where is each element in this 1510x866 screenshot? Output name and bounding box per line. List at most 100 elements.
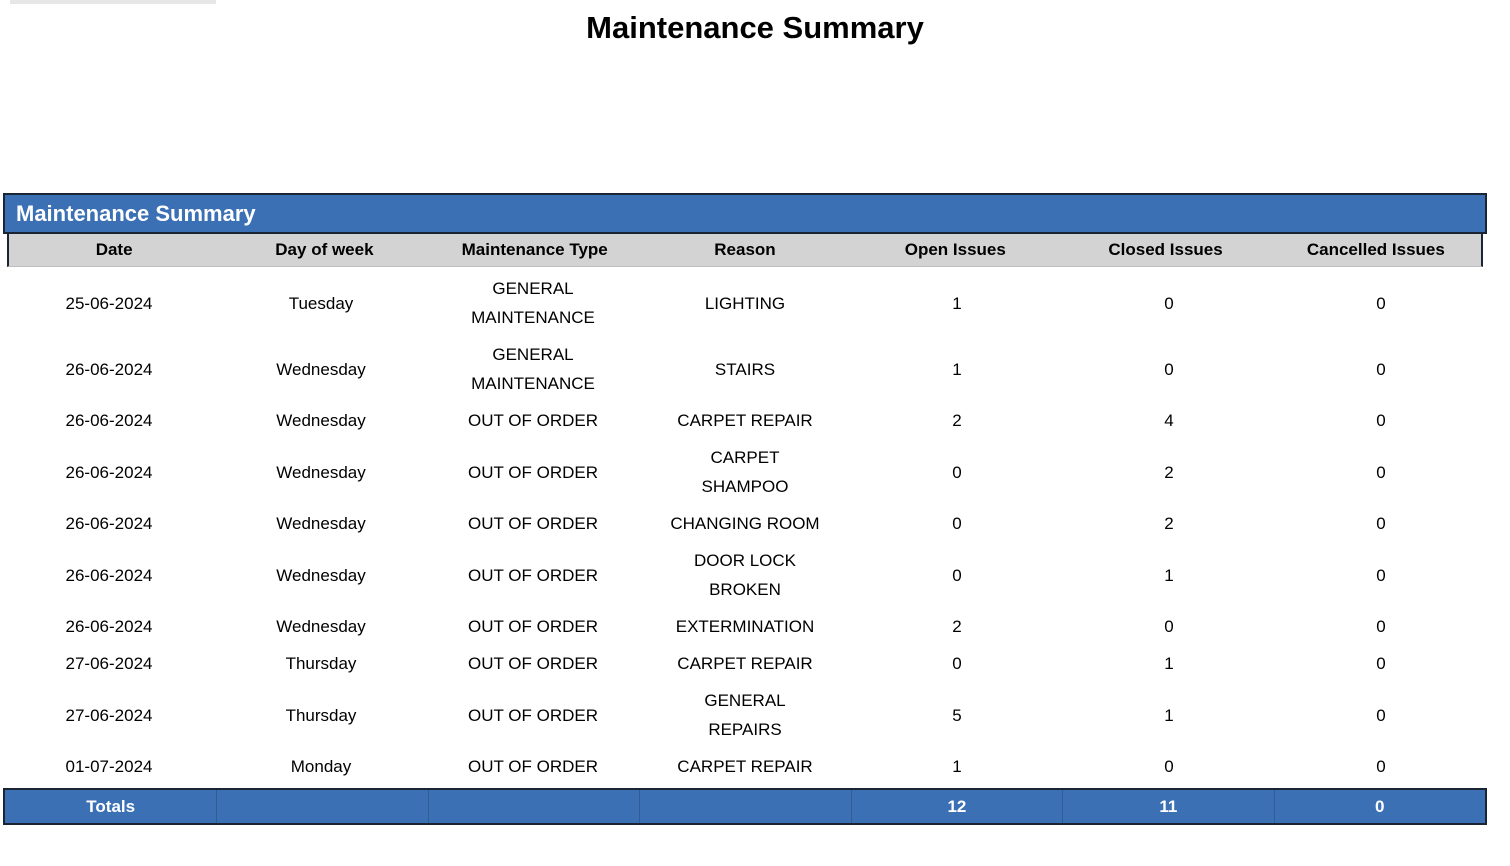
cell-cancelled-issues: 0 <box>1376 757 1386 776</box>
cell-open-issues: 0 <box>952 462 962 482</box>
cell-maintenance-type: GENERAL MAINTENANCE <box>471 345 595 393</box>
table-row: 26-06-2024 Wednesday OUT OF ORDER EXTERM… <box>3 608 1487 645</box>
table-row: 27-06-2024 Thursday OUT OF ORDER CARPET … <box>3 645 1487 682</box>
column-header-date: Date <box>95 240 133 259</box>
cell-reason: CARPET SHAMPOO <box>701 448 789 496</box>
cell-reason: EXTERMINATION <box>675 617 815 636</box>
cell-reason: CARPET REPAIR <box>677 411 813 430</box>
cell-open-issues: 0 <box>952 654 962 673</box>
cell-cancelled-issues: 0 <box>1376 514 1386 533</box>
cell-maintenance-type: OUT OF ORDER <box>467 462 599 482</box>
cell-cancelled-issues: 0 <box>1376 293 1386 313</box>
cell-maintenance-type: OUT OF ORDER <box>467 705 599 725</box>
cell-date: 26-06-2024 <box>65 514 153 533</box>
cell-day-of-week: Wednesday <box>276 411 366 430</box>
cell-reason: LIGHTING <box>704 293 786 313</box>
cell-closed-issues: 2 <box>1164 514 1174 533</box>
cell-date: 25-06-2024 <box>65 293 153 313</box>
cell-date: 26-06-2024 <box>65 359 153 379</box>
cell-open-issues: 1 <box>952 757 962 776</box>
column-header-open-issues: Open Issues <box>904 240 1006 259</box>
totals-empty-reason <box>639 790 850 823</box>
cell-day-of-week: Wednesday <box>276 462 366 482</box>
cell-closed-issues: 1 <box>1164 705 1174 725</box>
cell-maintenance-type: OUT OF ORDER <box>467 757 599 776</box>
cell-open-issues: 1 <box>952 293 962 313</box>
cell-reason: STAIRS <box>714 359 776 379</box>
cell-closed-issues: 0 <box>1164 293 1174 313</box>
cell-open-issues: 5 <box>952 705 962 725</box>
totals-label: Totals <box>86 797 136 816</box>
cell-date: 26-06-2024 <box>65 462 153 482</box>
cell-date: 27-06-2024 <box>65 654 153 673</box>
cell-date: 26-06-2024 <box>65 617 153 636</box>
cell-closed-issues: 1 <box>1164 565 1174 585</box>
table-row: 26-06-2024 Wednesday OUT OF ORDER CHANGI… <box>3 505 1487 542</box>
cell-closed-issues: 0 <box>1164 617 1174 636</box>
cell-cancelled-issues: 0 <box>1376 617 1386 636</box>
totals-cancelled-issues: 0 <box>1273 790 1485 823</box>
cell-open-issues: 1 <box>952 359 962 379</box>
table-title-bar: Maintenance Summary <box>3 193 1487 234</box>
cell-date: 27-06-2024 <box>65 705 153 725</box>
table-row: 26-06-2024 Wednesday GENERAL MAINTENANCE… <box>3 336 1487 402</box>
cell-reason: CHANGING ROOM <box>670 514 820 533</box>
cell-reason: CARPET REPAIR <box>677 757 813 776</box>
cell-closed-issues: 2 <box>1164 462 1174 482</box>
cell-maintenance-type: OUT OF ORDER <box>467 654 599 673</box>
totals-empty-day-of-week <box>216 790 427 823</box>
cell-maintenance-type: OUT OF ORDER <box>467 411 599 430</box>
cell-date: 26-06-2024 <box>65 565 153 585</box>
column-header-closed-issues: Closed Issues <box>1108 240 1223 259</box>
column-header-cancelled-issues: Cancelled Issues <box>1306 240 1445 259</box>
cell-reason: GENERAL REPAIRS <box>704 691 786 739</box>
cell-cancelled-issues: 0 <box>1376 654 1386 673</box>
table-row: 25-06-2024 Tuesday GENERAL MAINTENANCE L… <box>3 270 1487 336</box>
top-edge-strip <box>10 0 216 4</box>
table-body: 25-06-2024 Tuesday GENERAL MAINTENANCE L… <box>3 270 1487 785</box>
cell-date: 01-07-2024 <box>65 757 153 776</box>
table-header-row: Date Day of week Maintenance Type Reason… <box>7 234 1483 267</box>
page-title: Maintenance Summary <box>586 10 924 45</box>
cell-maintenance-type: GENERAL MAINTENANCE <box>471 279 595 327</box>
totals-closed-issues: 11 <box>1062 790 1273 823</box>
cell-maintenance-type: OUT OF ORDER <box>467 617 599 636</box>
table-row: 26-06-2024 Wednesday OUT OF ORDER CARPET… <box>3 402 1487 439</box>
column-header-maintenance-type: Maintenance Type <box>461 240 608 259</box>
cell-maintenance-type: OUT OF ORDER <box>467 565 599 585</box>
cell-open-issues: 2 <box>952 617 962 636</box>
cell-reason: CARPET REPAIR <box>677 654 813 673</box>
cell-cancelled-issues: 0 <box>1376 705 1386 725</box>
cell-open-issues: 2 <box>952 411 962 430</box>
cell-date: 26-06-2024 <box>65 411 153 430</box>
cell-closed-issues: 1 <box>1164 654 1174 673</box>
column-header-day-of-week: Day of week <box>275 240 374 259</box>
table-row: 01-07-2024 Monday OUT OF ORDER CARPET RE… <box>3 748 1487 785</box>
cell-closed-issues: 0 <box>1164 359 1174 379</box>
cell-day-of-week: Thursday <box>285 654 357 673</box>
table-row: 26-06-2024 Wednesday OUT OF ORDER CARPET… <box>3 439 1487 505</box>
cell-day-of-week: Monday <box>290 757 352 776</box>
totals-empty-maintenance-type <box>427 790 639 823</box>
cell-open-issues: 0 <box>952 514 962 533</box>
cell-cancelled-issues: 0 <box>1376 565 1386 585</box>
cell-reason: DOOR LOCK BROKEN <box>693 551 797 599</box>
cell-day-of-week: Thursday <box>285 705 357 725</box>
table-row: 26-06-2024 Wednesday OUT OF ORDER DOOR L… <box>3 542 1487 608</box>
cell-day-of-week: Tuesday <box>288 293 354 313</box>
cell-day-of-week: Wednesday <box>276 514 366 533</box>
column-header-reason: Reason <box>714 240 776 259</box>
cell-day-of-week: Wednesday <box>276 359 366 379</box>
totals-open-issues: 12 <box>850 790 1062 823</box>
cell-day-of-week: Wednesday <box>276 617 366 636</box>
cell-day-of-week: Wednesday <box>276 565 366 585</box>
table-row: 27-06-2024 Thursday OUT OF ORDER GENERAL… <box>3 682 1487 748</box>
maintenance-summary-report: Maintenance Summary Date Day of week Mai… <box>3 193 1487 825</box>
cell-cancelled-issues: 0 <box>1376 411 1386 430</box>
cell-open-issues: 0 <box>952 565 962 585</box>
cell-closed-issues: 4 <box>1164 411 1174 430</box>
cell-closed-issues: 0 <box>1164 757 1174 776</box>
totals-row: Totals 12 11 0 <box>3 788 1487 825</box>
cell-cancelled-issues: 0 <box>1376 462 1386 482</box>
